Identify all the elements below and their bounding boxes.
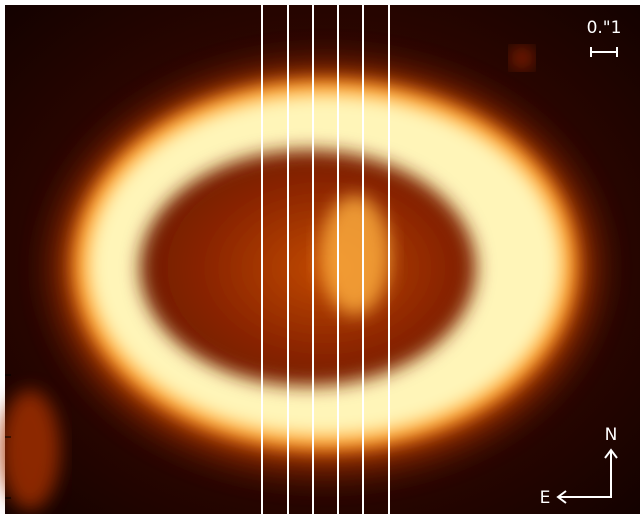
compass-east: E	[540, 488, 551, 508]
compass	[556, 448, 618, 504]
scale-label: 0."1	[587, 18, 622, 38]
frame-ticks	[5, 374, 11, 499]
compass-north: N	[605, 425, 618, 445]
nebula	[0, 48, 593, 510]
slit-lines	[261, 5, 390, 514]
scale-bar	[590, 47, 618, 57]
